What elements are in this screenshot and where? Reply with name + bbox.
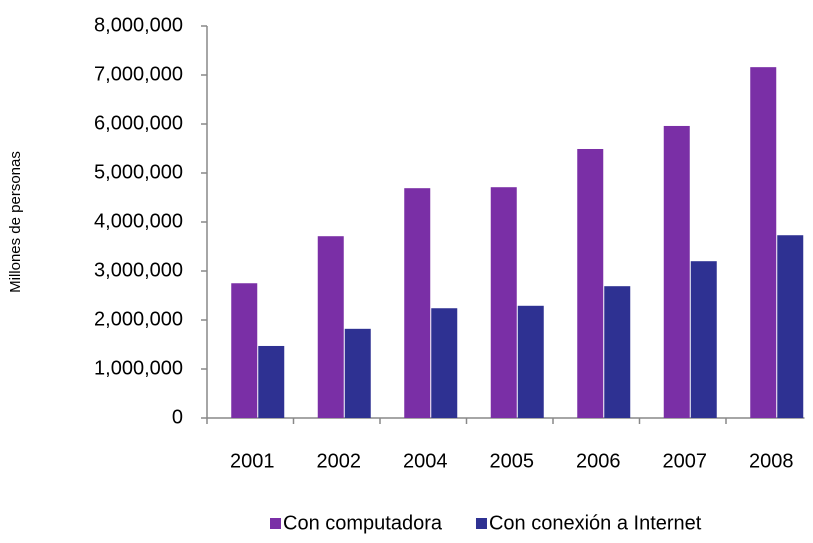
x-tick-label: 2001 <box>230 450 275 472</box>
bar <box>777 235 804 418</box>
bar <box>404 188 431 418</box>
x-tick-label: 2007 <box>663 450 708 472</box>
legend-label: Con computadora <box>283 512 443 534</box>
y-tick-label: 3,000,000 <box>94 259 183 281</box>
y-tick-label: 0 <box>172 406 183 428</box>
y-tick-label: 8,000,000 <box>94 14 183 36</box>
y-tick-label: 6,000,000 <box>94 112 183 134</box>
bar <box>663 125 690 419</box>
bar <box>490 187 517 418</box>
x-tick-label: 2006 <box>576 450 621 472</box>
x-tick-label: 2008 <box>749 450 794 472</box>
legend-swatch <box>270 518 281 529</box>
y-tick-label: 2,000,000 <box>94 308 183 330</box>
bar <box>431 308 458 418</box>
bar <box>258 345 285 418</box>
y-axis-label: Millones de personas <box>7 151 24 293</box>
y-tick-label: 1,000,000 <box>94 357 183 379</box>
x-tick-label: 2005 <box>490 450 535 472</box>
bar <box>317 236 344 418</box>
bar <box>517 305 544 418</box>
bar <box>690 261 717 418</box>
x-tick-label: 2004 <box>403 450 448 472</box>
y-tick-label: 5,000,000 <box>94 161 183 183</box>
bar <box>750 67 777 418</box>
bar <box>577 148 604 419</box>
legend-swatch <box>475 518 487 529</box>
y-tick-label: 7,000,000 <box>94 63 183 85</box>
bar <box>231 283 258 418</box>
bar <box>344 328 371 418</box>
bar <box>604 286 631 418</box>
x-tick-label: 2002 <box>317 450 362 472</box>
legend-label: Con conexión a Internet <box>489 512 702 534</box>
y-tick-label: 4,000,000 <box>94 210 183 232</box>
